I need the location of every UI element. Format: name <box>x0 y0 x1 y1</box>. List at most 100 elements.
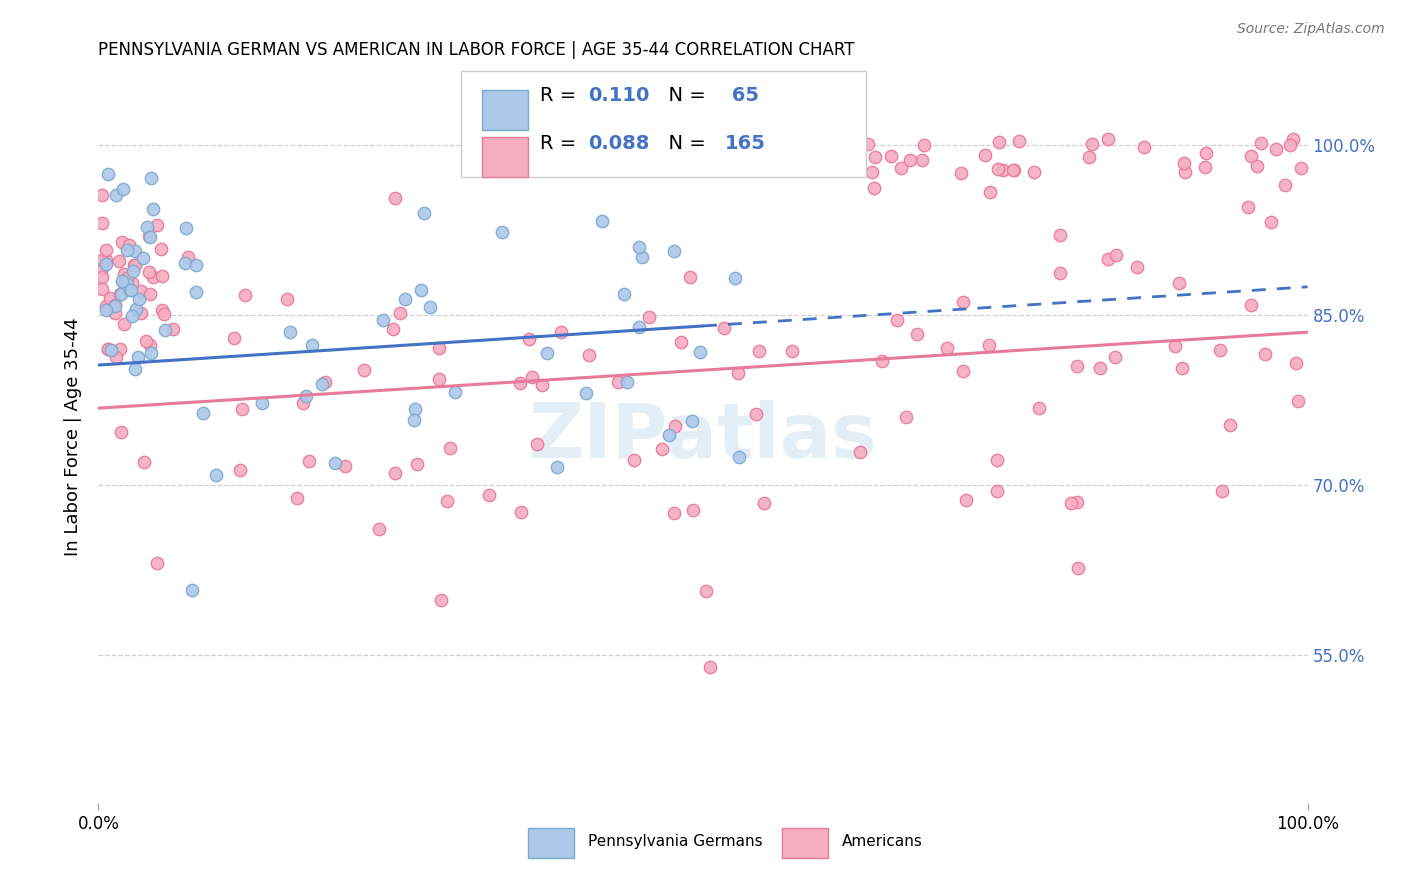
Point <box>910 153 932 168</box>
Point <box>1209 343 1232 357</box>
Point <box>1104 351 1126 365</box>
Point <box>138 228 160 243</box>
Point <box>94 253 117 268</box>
Point <box>333 459 356 474</box>
Point <box>1250 136 1272 150</box>
Point <box>1066 359 1088 374</box>
Point <box>108 254 131 268</box>
Point <box>679 270 702 285</box>
Point <box>112 276 135 290</box>
Point <box>173 256 195 270</box>
Point <box>536 346 558 360</box>
FancyBboxPatch shape <box>782 829 828 858</box>
Text: Pennsylvania Germans: Pennsylvania Germans <box>588 834 762 849</box>
Point <box>298 454 321 468</box>
Point <box>638 310 661 324</box>
Point <box>664 419 686 434</box>
Point <box>1001 163 1024 178</box>
Point <box>979 338 1001 352</box>
Point <box>132 251 155 265</box>
Point <box>186 285 208 299</box>
Point <box>91 216 114 230</box>
Point <box>181 582 204 597</box>
Point <box>689 344 711 359</box>
Text: 165: 165 <box>724 134 766 153</box>
Point <box>1097 132 1119 146</box>
Point <box>94 257 117 271</box>
Point <box>1097 252 1119 267</box>
Point <box>974 148 997 162</box>
Point <box>91 282 114 296</box>
Point <box>177 250 200 264</box>
Point <box>862 181 884 195</box>
Point <box>616 375 638 389</box>
Point <box>936 341 959 355</box>
Point <box>108 342 131 356</box>
Point <box>146 556 169 570</box>
Point <box>429 593 451 607</box>
Point <box>1194 145 1216 160</box>
Point <box>124 244 146 259</box>
Point <box>745 407 768 421</box>
Point <box>368 522 391 536</box>
Point <box>1077 150 1099 164</box>
Point <box>890 161 912 175</box>
Point <box>907 327 929 342</box>
Point <box>952 294 974 309</box>
Point <box>371 313 394 327</box>
Point <box>124 362 146 376</box>
Text: N =: N = <box>655 86 711 105</box>
Point <box>110 287 132 301</box>
Point <box>1049 227 1071 242</box>
Point <box>669 335 692 350</box>
Point <box>1286 393 1309 408</box>
FancyBboxPatch shape <box>527 829 574 858</box>
Point <box>94 243 117 257</box>
Point <box>141 346 163 360</box>
Point <box>1002 163 1025 178</box>
Point <box>323 456 346 470</box>
Point <box>117 243 139 257</box>
Point <box>112 268 135 282</box>
FancyBboxPatch shape <box>482 137 527 178</box>
Text: 0.088: 0.088 <box>588 134 650 153</box>
Point <box>111 182 134 196</box>
Point <box>526 436 548 450</box>
Text: ZIPatlas: ZIPatlas <box>529 401 877 474</box>
Point <box>699 660 721 674</box>
Point <box>155 323 177 337</box>
Text: R =: R = <box>540 86 582 105</box>
Point <box>142 269 165 284</box>
Point <box>174 220 197 235</box>
Point <box>129 306 152 320</box>
Point <box>623 453 645 467</box>
Point <box>1264 142 1286 156</box>
Point <box>520 370 543 384</box>
Point <box>1173 156 1195 170</box>
Text: R =: R = <box>540 134 582 153</box>
Point <box>1171 360 1194 375</box>
Point <box>591 214 613 228</box>
Point <box>578 348 600 362</box>
Point <box>125 302 148 317</box>
Point <box>122 264 145 278</box>
Point <box>531 378 554 392</box>
Point <box>1168 276 1191 290</box>
Point <box>1274 178 1296 192</box>
Point <box>233 288 256 302</box>
Point <box>1060 496 1083 510</box>
Point <box>1211 484 1233 499</box>
Point <box>727 450 749 465</box>
Point <box>252 396 274 410</box>
Point <box>681 414 703 428</box>
Point <box>128 293 150 307</box>
Point <box>682 502 704 516</box>
Point <box>110 425 132 439</box>
Point <box>550 325 572 339</box>
Point <box>651 442 673 456</box>
Point <box>419 300 441 314</box>
Point <box>388 306 411 320</box>
Point <box>406 457 429 471</box>
Point <box>115 277 138 291</box>
Point <box>478 488 501 502</box>
